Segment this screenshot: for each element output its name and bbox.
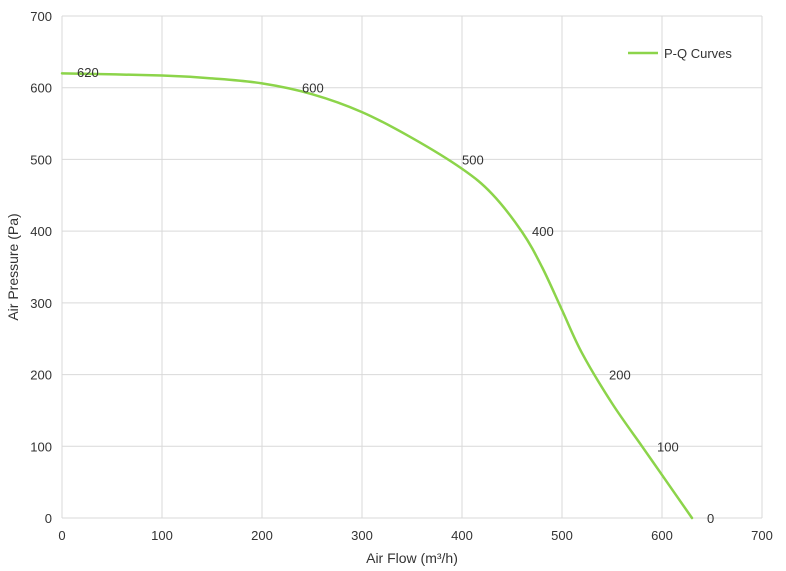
x-tick-label: 700: [751, 528, 773, 543]
y-tick-label: 400: [30, 224, 52, 239]
y-axis-title: Air Pressure (Pa): [5, 213, 21, 320]
data-label: 500: [462, 152, 484, 167]
series: [60, 72, 694, 520]
x-tick-label: 200: [251, 528, 273, 543]
y-tick-label: 0: [45, 511, 52, 526]
x-tick-label: 300: [351, 528, 373, 543]
tick-labels: 0 100 200 300 400 500 600 700 0 100 200 300 400 500 60…: [30, 9, 773, 543]
data-label: 400: [532, 224, 554, 239]
data-label: 620: [77, 65, 99, 80]
y-tick-label: 100: [30, 439, 52, 454]
y-tick-label: 600: [30, 81, 52, 96]
x-tick-label: 0: [58, 528, 65, 543]
series-line-pq-curves: [60, 72, 694, 520]
y-tick-label: 200: [30, 368, 52, 383]
x-tick-label: 100: [151, 528, 173, 543]
data-label: 100: [657, 439, 679, 454]
x-axis-title: Air Flow (m³/h): [366, 550, 458, 566]
y-tick-label: 300: [30, 296, 52, 311]
x-tick-label: 500: [551, 528, 573, 543]
legend: P-Q Curves: [628, 46, 732, 61]
grid: [61, 15, 763, 519]
x-tick-label: 400: [451, 528, 473, 543]
x-tick-label: 600: [651, 528, 673, 543]
data-labels: 620 600 500 400 200 100 0: [77, 65, 714, 526]
y-tick-label: 700: [30, 9, 52, 24]
data-label: 600: [302, 81, 324, 96]
legend-label: P-Q Curves: [664, 46, 732, 61]
data-label: 0: [707, 511, 714, 526]
data-label: 200: [609, 368, 631, 383]
y-tick-label: 500: [30, 152, 52, 167]
